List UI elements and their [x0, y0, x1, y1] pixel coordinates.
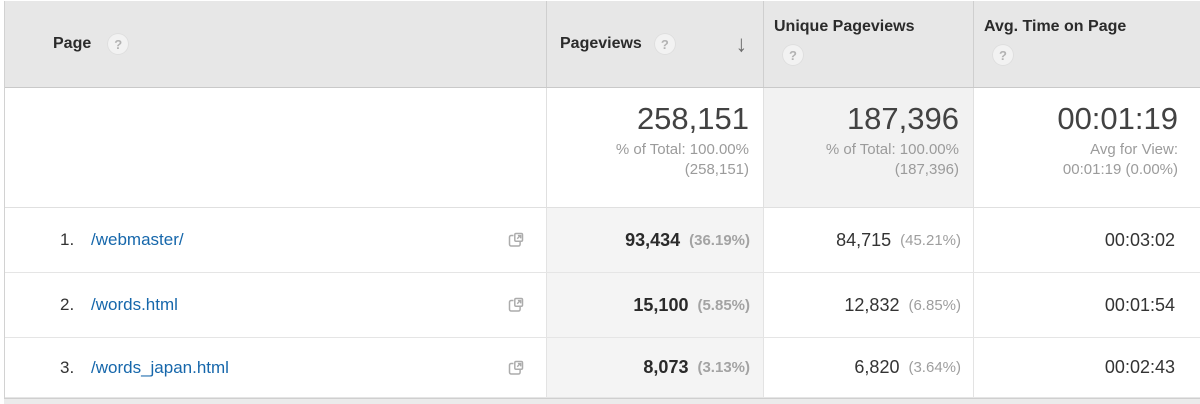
column-header-avg-time-label: Avg. Time on Page — [984, 18, 1127, 35]
totals-pageviews-subtext: % of Total: 100.00% (258,151) — [547, 140, 749, 180]
table-row: 1. /webmaster/ 93,434 (36.19%) 84,715 (4… — [5, 208, 1200, 273]
pageviews-percent: (5.85%) — [697, 296, 750, 314]
page-cell: 1. /webmaster/ — [5, 208, 546, 272]
unique-pageviews-cell: 12,832 (6.85%) — [763, 273, 973, 337]
avg-time-value: 00:03:02 — [1104, 229, 1175, 250]
avg-time-cell: 00:02:43 — [973, 338, 1200, 397]
totals-unique-pageviews-subtext: % of Total: 100.00% (187,396) — [764, 140, 959, 180]
unique-pageviews-cell: 84,715 (45.21%) — [763, 208, 973, 272]
unique-pageviews-cell: 6,820 (3.64%) — [763, 338, 973, 397]
unique-pageviews-value: 12,832 — [844, 294, 900, 315]
totals-avg-subtext-line1: Avg for View: — [1090, 141, 1178, 158]
unique-pageviews-percent: (6.85%) — [908, 296, 961, 314]
totals-pageviews-value: 258,151 — [636, 101, 749, 136]
avg-time-value: 00:01:54 — [1104, 294, 1175, 315]
totals-unique-pageviews-value: 187,396 — [846, 101, 959, 136]
table-row: 3. /words_japan.html 8,073 (3.13%) 6,820… — [5, 338, 1200, 398]
sort-desc-icon[interactable]: ↓ — [735, 30, 748, 57]
pageviews-cell: 15,100 (5.85%) — [546, 273, 763, 337]
page-link[interactable]: /words.html — [91, 295, 178, 314]
page-cell: 2. /words.html — [5, 273, 546, 337]
avg-time-cell: 00:01:54 — [973, 273, 1200, 337]
pageviews-percent: (36.19%) — [689, 231, 750, 249]
totals-pageviews-cell: 258,151 % of Total: 100.00% (258,151) — [546, 88, 763, 207]
open-in-new-icon[interactable] — [507, 296, 525, 314]
avg-time-value: 00:02:43 — [1104, 357, 1175, 377]
page-link[interactable]: /webmaster/ — [91, 230, 184, 249]
unique-pageviews-value: 6,820 — [854, 357, 900, 377]
unique-pageviews-value: 84,715 — [836, 229, 892, 250]
help-icon[interactable]: ? — [992, 44, 1014, 66]
help-icon[interactable]: ? — [653, 33, 676, 55]
pageviews-value: 93,434 — [625, 229, 681, 250]
page-link[interactable]: /words_japan.html — [91, 357, 229, 377]
column-header-avg-time[interactable]: Avg. Time on Page ? — [973, 1, 1200, 87]
help-icon[interactable]: ? — [107, 33, 130, 55]
totals-unique-subtext-line1: % of Total: 100.00% — [825, 141, 959, 158]
column-header-unique-pageviews[interactable]: Unique Pageviews ? — [763, 1, 973, 87]
totals-pageviews-subtext-line2: (258,151) — [684, 161, 749, 178]
totals-avg-subtext-line2: 00:01:19 (0.00%) — [1062, 161, 1178, 178]
table-header-row: Page ? Pageviews ? ↓ Unique Pageviews ? … — [5, 1, 1200, 88]
totals-pageviews-subtext-line1: % of Total: 100.00% — [615, 141, 749, 158]
open-in-new-icon[interactable] — [507, 359, 525, 377]
row-index: 3. — [60, 357, 75, 377]
row-index: 2. — [60, 295, 75, 314]
totals-avg-time-value: 00:01:19 — [1057, 101, 1178, 136]
row-index: 1. — [60, 230, 75, 249]
avg-time-cell: 00:03:02 — [973, 208, 1200, 272]
totals-unique-subtext-line2: (187,396) — [894, 161, 959, 178]
column-header-pageviews[interactable]: Pageviews ? ↓ — [546, 1, 763, 87]
pageviews-value: 15,100 — [633, 294, 689, 315]
pageviews-cell: 93,434 (36.19%) — [546, 208, 763, 272]
data-table: Page ? Pageviews ? ↓ Unique Pageviews ? … — [4, 1, 1200, 398]
table-footer-edge — [4, 398, 1200, 404]
column-header-pageviews-label: Pageviews — [560, 35, 642, 52]
unique-pageviews-percent: (3.64%) — [908, 359, 961, 376]
table-row: 2. /words.html 15,100 (5.85%) 12,832 (6.… — [5, 273, 1200, 338]
totals-row: 258,151 % of Total: 100.00% (258,151) 18… — [5, 88, 1200, 208]
pageviews-value: 8,073 — [643, 357, 689, 377]
help-icon[interactable]: ? — [782, 44, 804, 66]
unique-pageviews-percent: (45.21%) — [900, 231, 961, 249]
pageviews-percent: (3.13%) — [697, 359, 750, 376]
column-header-page[interactable]: Page ? — [5, 1, 546, 87]
pageviews-cell: 8,073 (3.13%) — [546, 338, 763, 397]
totals-page-cell — [5, 88, 546, 207]
totals-avg-time-subtext: Avg for View: 00:01:19 (0.00%) — [974, 140, 1178, 180]
page-cell: 3. /words_japan.html — [5, 338, 546, 397]
totals-avg-time-cell: 00:01:19 Avg for View: 00:01:19 (0.00%) — [973, 88, 1200, 207]
open-in-new-icon[interactable] — [507, 231, 525, 249]
column-header-page-label: Page — [53, 35, 92, 52]
totals-unique-pageviews-cell: 187,396 % of Total: 100.00% (187,396) — [763, 88, 973, 207]
column-header-unique-pageviews-label: Unique Pageviews — [774, 18, 915, 35]
